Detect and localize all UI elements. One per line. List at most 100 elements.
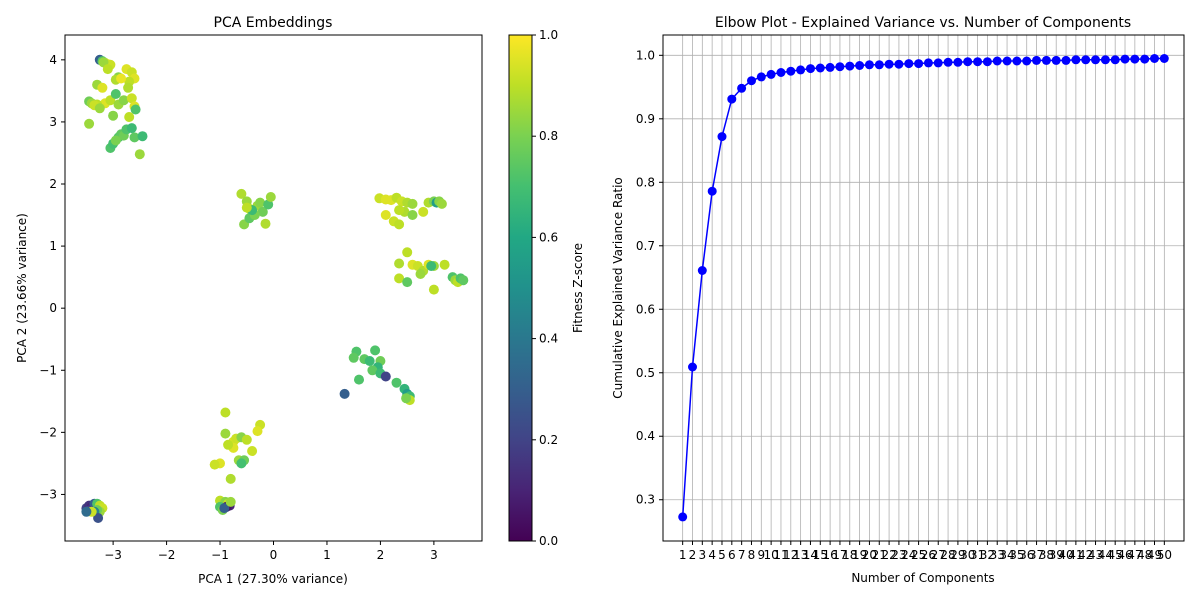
elbow-x-tick-label: 44 [1098,548,1113,562]
pca-point [129,132,140,143]
elbow-x-axis-label: Number of Components [851,571,994,585]
pca-point [241,434,252,445]
colorbar-ticks: 0.0 0.2 0.4 0.6 0.8 1.0 [532,28,558,548]
elbow-y-tick-label: 0.7 [636,239,655,253]
elbow-point [727,94,737,104]
elbow-series-line [681,57,1165,517]
pca-point [94,103,105,114]
pca-y-tick-label: 3 [49,115,57,129]
elbow-point [963,57,973,67]
colorbar-tick-label: 0.0 [539,534,558,548]
elbow-x-tick-label: 37 [1029,548,1044,562]
pca-x-tick-label: 0 [270,548,278,562]
pca-point [134,149,145,160]
pca-y-axis-label: PCA 2 (23.66% variance) [15,213,29,363]
pca-point [108,110,119,121]
pca-point [252,426,263,437]
colorbar-gradient [508,34,533,542]
colorbar-tick-label: 0.4 [539,332,558,346]
pca-point [130,104,141,115]
pca-x-axis-label: PCA 1 (27.30% variance) [198,572,348,586]
elbow-point [1150,54,1159,63]
elbow-point [688,362,697,372]
elbow-x-tick-label: 40 [1058,548,1073,562]
elbow-x-tick-label: 1 [679,548,687,562]
elbow-point [904,59,914,69]
elbow-x-tick-label: 34 [999,548,1014,562]
colorbar-tick-label: 1.0 [539,28,558,42]
pca-x-tick-label: 2 [377,548,385,562]
elbow-x-tick-label: 45 [1108,548,1123,562]
pca-y-tick-label: −3 [39,487,57,501]
pca-y-axis-ticks: −3 −2 −1 0 1 2 3 4 [39,53,65,501]
elbow-y-tick-label: 0.6 [636,302,655,316]
elbow-point [825,62,835,72]
elbow-x-tick-label: 48 [1137,548,1152,562]
pca-point [458,275,469,286]
pca-point [394,219,405,230]
elbow-x-tick-label: 13 [793,548,808,562]
elbow-x-tick-label: 14 [803,548,818,562]
pca-point [364,356,375,366]
pca-point [407,198,418,209]
pca-point [370,345,381,356]
pca-point [426,261,437,271]
pca-y-tick-label: 1 [49,239,57,253]
pca-y-tick-label: 2 [49,177,57,191]
elbow-x-tick-label: 10 [763,548,778,562]
pca-point [263,199,274,210]
pca-point [380,210,391,220]
elbow-x-tick-label: 42 [1078,548,1093,562]
pca-point [428,284,439,295]
elbow-point [894,59,904,69]
pca-point [394,258,405,269]
elbow-point [1061,55,1071,65]
elbow-x-tick-label: 9 [757,548,765,562]
elbow-x-tick-label: 29 [950,548,965,562]
elbow-point [678,512,688,522]
pca-point [84,118,95,129]
pca-point [81,506,92,517]
elbow-point [707,186,717,196]
pca-point [236,458,247,469]
elbow-point [1041,55,1051,65]
elbow-point [1159,54,1169,63]
elbow-x-tick-label: 26 [921,548,936,562]
elbow-y-tick-label: 0.5 [636,366,655,380]
pca-x-tick-label: −3 [104,548,122,562]
pca-point [220,407,231,418]
elbow-point [1110,55,1120,65]
pca-point [110,135,121,146]
elbow-x-tick-label: 17 [832,548,847,562]
elbow-point [1022,56,1032,66]
elbow-x-tick-label: 7 [738,548,746,562]
elbow-x-tick-label: 25 [911,548,926,562]
elbow-x-tick-label: 49 [1147,548,1162,562]
elbow-y-tick-label: 0.3 [636,493,655,507]
pca-point [126,123,137,134]
pca-point [260,218,271,229]
pca-x-tick-label: −2 [158,548,176,562]
colorbar-label: Fitness Z-score [571,243,585,333]
elbow-point [737,83,747,93]
elbow-point [864,60,874,70]
pca-point [223,439,234,450]
pca-point [110,89,121,99]
elbow-x-tick-label: 23 [891,548,906,562]
elbow-point [933,58,943,68]
elbow-x-tick-label: 27 [931,548,946,562]
pca-x-tick-label: −1 [211,548,229,562]
elbow-x-tick-label: 22 [881,548,896,562]
elbow-point [1032,55,1041,65]
elbow-x-tick-label: 18 [842,548,857,562]
elbow-point [1100,55,1110,65]
colorbar-tick-label: 0.8 [539,129,558,143]
colorbar: 0.0 0.2 0.4 0.6 0.8 1.0 Fitness Z-score [508,28,585,548]
elbow-x-tick-label: 5 [718,548,726,562]
pca-point [407,210,418,220]
pca-point [402,247,413,258]
elbow-point [697,266,707,275]
pca-y-tick-label: −1 [39,363,57,377]
pca-point [219,503,230,514]
